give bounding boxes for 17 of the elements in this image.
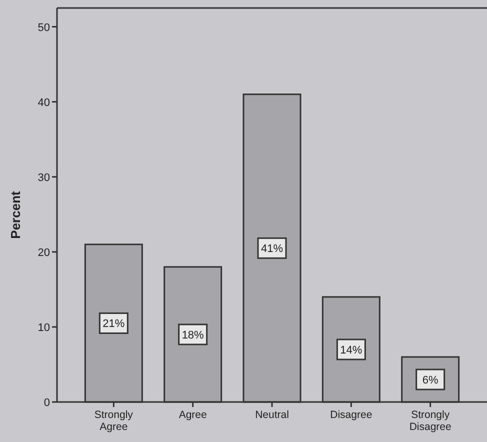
y-tick-label: 40: [38, 96, 50, 109]
y-tick-label: 20: [38, 246, 50, 259]
data-label: 18%: [182, 329, 204, 342]
x-tick-label: Agree: [178, 409, 207, 421]
data-label: 6%: [422, 374, 438, 386]
data-label: 14%: [340, 344, 362, 356]
data-label: 41%: [260, 243, 284, 256]
x-tick-label: Disagree: [330, 409, 372, 421]
y-tick-label: 30: [38, 172, 50, 184]
x-tick-label: Neutral: [255, 409, 289, 421]
y-axis-title: Percent: [8, 190, 23, 239]
x-tick-label: Strongly Agree: [94, 409, 134, 433]
y-tick-label: 0: [44, 397, 50, 409]
x-tick-label: Strongly Disagree: [409, 409, 452, 433]
y-tick-label: 10: [38, 322, 50, 334]
data-label: 21%: [102, 318, 125, 330]
y-tick-label: 50: [38, 22, 50, 34]
